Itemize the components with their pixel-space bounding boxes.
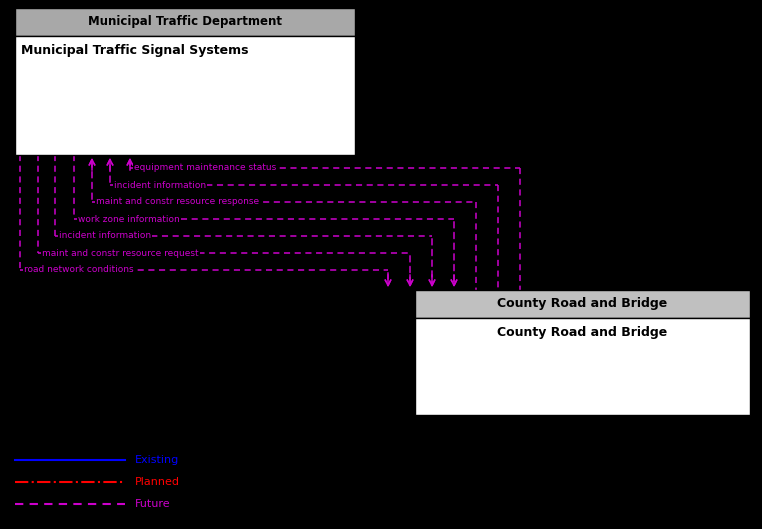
Bar	[415, 290, 750, 318]
Text: Future: Future	[135, 499, 171, 509]
Text: County Road and Bridge: County Road and Bridge	[498, 297, 668, 311]
Text: County Road and Bridge: County Road and Bridge	[498, 326, 668, 339]
Text: road network conditions: road network conditions	[24, 266, 133, 275]
Bar	[15, 8, 355, 36]
Text: incident information: incident information	[114, 180, 207, 189]
Text: Municipal Traffic Department: Municipal Traffic Department	[88, 15, 282, 29]
Text: Existing: Existing	[135, 455, 179, 465]
Text: equipment maintenance status: equipment maintenance status	[134, 163, 277, 172]
Bar	[15, 36, 355, 155]
Text: maint and constr resource response: maint and constr resource response	[96, 197, 259, 206]
Text: work zone information: work zone information	[78, 214, 180, 223]
Text: Planned: Planned	[135, 477, 180, 487]
Bar	[415, 318, 750, 415]
Text: maint and constr resource request: maint and constr resource request	[42, 249, 199, 258]
Text: incident information: incident information	[59, 232, 151, 241]
Text: Municipal Traffic Signal Systems: Municipal Traffic Signal Systems	[21, 44, 248, 57]
